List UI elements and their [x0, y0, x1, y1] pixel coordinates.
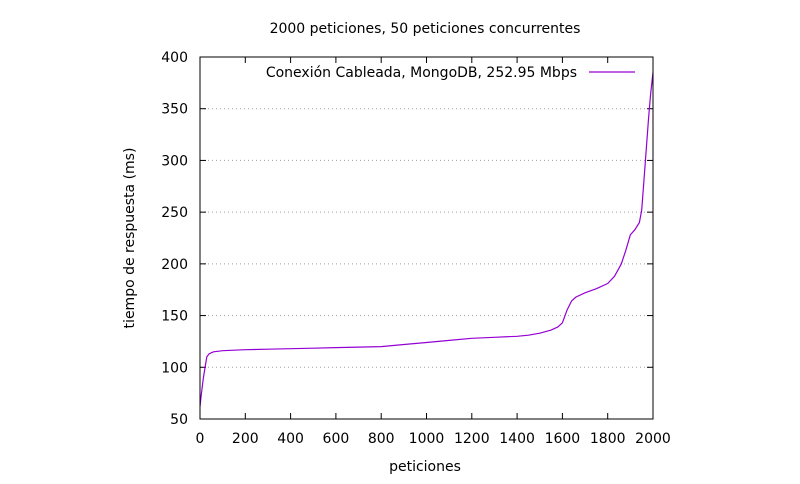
y-tick-label: 400 [161, 50, 188, 66]
y-tick-label: 250 [161, 205, 188, 221]
legend-label: Conexión Cableada, MongoDB, 252.95 Mbps [266, 65, 577, 81]
y-tick-label: 350 [161, 102, 188, 118]
x-tick-label: 600 [323, 431, 350, 447]
plot-frame [199, 56, 654, 420]
grid-lines [200, 108, 653, 368]
x-tick-label: 1600 [545, 431, 581, 447]
x-tick-label: 1000 [409, 431, 445, 447]
x-axis-label: peticiones [389, 459, 461, 475]
x-tick-label: 1800 [590, 431, 626, 447]
x-tick-label: 2000 [635, 431, 671, 447]
x-tick-label: 800 [368, 431, 395, 447]
y-tick-label: 150 [161, 309, 188, 325]
series-layer [199, 72, 654, 407]
y-axis-label: tiempo de respuesta (ms) [122, 148, 138, 329]
x-tick-label: 0 [196, 431, 205, 447]
y-tick-label: 200 [161, 257, 188, 273]
x-tick-label: 1400 [499, 431, 535, 447]
y-tick-label: 300 [161, 153, 188, 169]
legend: Conexión Cableada, MongoDB, 252.95 Mbps [266, 65, 635, 81]
chart-title: 2000 peticiones, 50 peticiones concurren… [270, 21, 581, 37]
x-tick-label: 400 [277, 431, 304, 447]
axis-ticks: 50 100 150 200 250 300 350 400 0 200 400 600 800 1000… [161, 50, 671, 447]
series-line [199, 72, 654, 407]
y-tick-label: 50 [170, 412, 188, 428]
x-tick-label: 1200 [454, 431, 490, 447]
y-tick-label: 100 [161, 360, 188, 376]
x-tick-label: 200 [232, 431, 259, 447]
